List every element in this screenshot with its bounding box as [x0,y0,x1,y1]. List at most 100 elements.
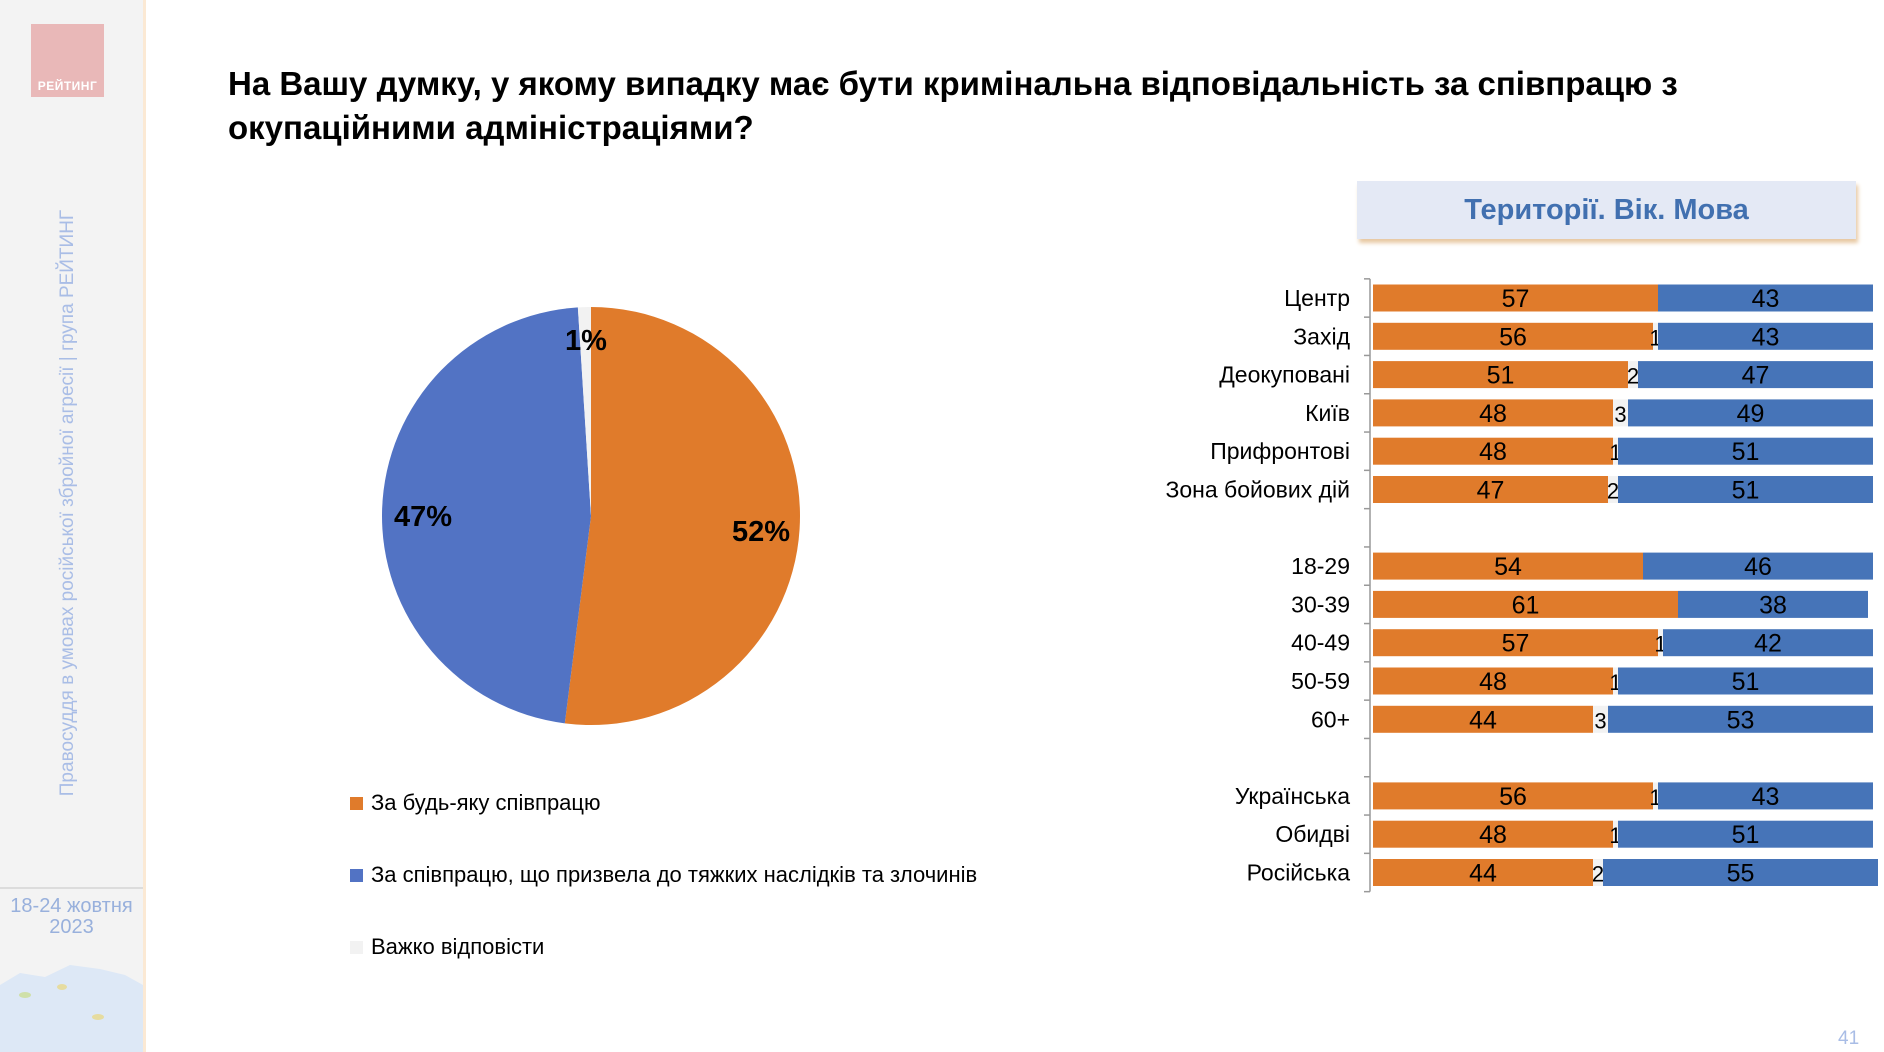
bar-value-label: 51 [1732,477,1760,505]
bar-segment [1373,322,1653,350]
category-label: Російська [1247,860,1351,886]
bar-segment [1373,552,1643,580]
bar-segment [1678,590,1868,618]
bar-value-label: 38 [1759,591,1787,619]
bar-value-label: 48 [1479,668,1507,696]
bar-value-label: 42 [1754,630,1782,658]
bar-value-label: 43 [1752,285,1780,313]
bar-value-label: 2 [1592,862,1604,887]
slide-title: На Вашу думку, у якому випадку має бути … [228,65,1678,146]
category-label: Прифронтові [1210,438,1350,464]
bar-segment [1618,820,1873,848]
bar-segment [1628,361,1638,389]
bar-segment [1373,437,1613,465]
bar-value-label: 61 [1512,591,1540,619]
bar-value-label: 3 [1614,402,1626,427]
bar-segment [1373,590,1678,618]
bar-value-label: 57 [1502,285,1530,313]
bar-value-label: 2 [1627,364,1639,389]
pie-data-label: 52% [732,516,790,548]
date-year: 2023 [49,916,94,938]
bar-value-label: 46 [1744,553,1772,581]
bar-value-label: 49 [1737,400,1765,428]
bar-value-label: 51 [1487,362,1515,390]
bar-value-label: 44 [1469,860,1497,888]
bar-segment [1613,399,1628,427]
bar-value-label: 43 [1752,783,1780,811]
category-label: 60+ [1311,706,1350,732]
bar-segment [1643,552,1873,580]
bar-segment [1618,667,1873,695]
legend-swatch [350,868,363,882]
bar-segment [1638,361,1873,389]
bar-value-label: 48 [1479,400,1507,428]
bar-value-label: 48 [1479,821,1507,849]
bar-segment [1618,476,1873,503]
legend-label: За співпрацю, що призвела до тяжких насл… [371,862,978,887]
legend-label: Важко відповісти [371,934,545,959]
bar-value-label: 56 [1499,323,1527,351]
pie-data-label: 1% [565,325,607,357]
pie-slice [381,307,591,724]
legend-swatch [350,796,363,810]
bar-value-label: 2 [1607,479,1619,504]
category-label: 18-29 [1291,553,1350,579]
bar-segment [1373,476,1608,503]
bar-segment [1373,361,1628,389]
page-number: 41 [1838,1028,1860,1049]
pie-slice [564,307,800,725]
bar-segment [1653,322,1658,350]
category-label: Київ [1305,400,1350,426]
category-label: 40-49 [1291,630,1350,656]
bar-value-label: 57 [1502,630,1530,658]
bar-value-label: 47 [1742,362,1770,390]
legend-item-unsure: Важко відповісти [350,934,544,960]
bar-segment [1373,667,1613,695]
bar-segment [1373,399,1613,427]
category-label: Захід [1293,323,1350,349]
bar-value-label: 56 [1499,783,1527,811]
bar-segment [1658,284,1873,312]
bar-segment [1603,859,1878,886]
bar-segment [1373,782,1653,810]
bar-segment [1373,859,1593,886]
bar-segment [1613,437,1618,465]
bar-segment [1373,705,1593,733]
bar-segment [1608,476,1618,503]
legend-swatch [350,940,363,954]
bar-segment [1373,820,1613,848]
bar-segment [1658,782,1873,810]
date-range: 18-24 жовтня [10,895,133,917]
bar-value-label: 44 [1469,706,1497,734]
category-label: Українська [1235,783,1350,809]
ukraine-map-icon [0,965,143,1052]
sidebar-divider [0,887,143,889]
bar-segment [1373,284,1658,312]
survey-date: 18-24 жовтня 2023 [0,896,143,938]
bar-value-label: 51 [1732,668,1760,696]
bar-segment [1658,322,1873,350]
category-label: Деокуповані [1219,362,1350,388]
logo-text: РЕЙТИНГ [37,79,98,93]
bar-segment [1613,667,1618,695]
bar-value-label: 55 [1727,860,1755,888]
bar-value-label: 54 [1494,553,1522,581]
category-label: Зона бойових дій [1165,477,1350,503]
bar-value-label: 3 [1594,708,1606,733]
bar-segment [1618,437,1873,465]
bar-segment [1593,705,1608,733]
legend-item-severe: За співпрацю, що призвела до тяжких насл… [350,862,977,888]
bar-chart-title: Території. Вік. Мова [1357,181,1856,239]
legend-label: За будь-яку співпрацю [371,790,601,815]
bar-segment [1628,399,1873,427]
category-label: Центр [1284,285,1350,311]
category-label: Обидві [1275,821,1350,847]
bar-segment [1653,782,1658,810]
bar-value-label: 51 [1732,821,1760,849]
bar-segment [1613,820,1618,848]
bar-segment [1608,705,1873,733]
pie-data-label: 47% [394,501,452,533]
bar-segment [1658,629,1663,657]
